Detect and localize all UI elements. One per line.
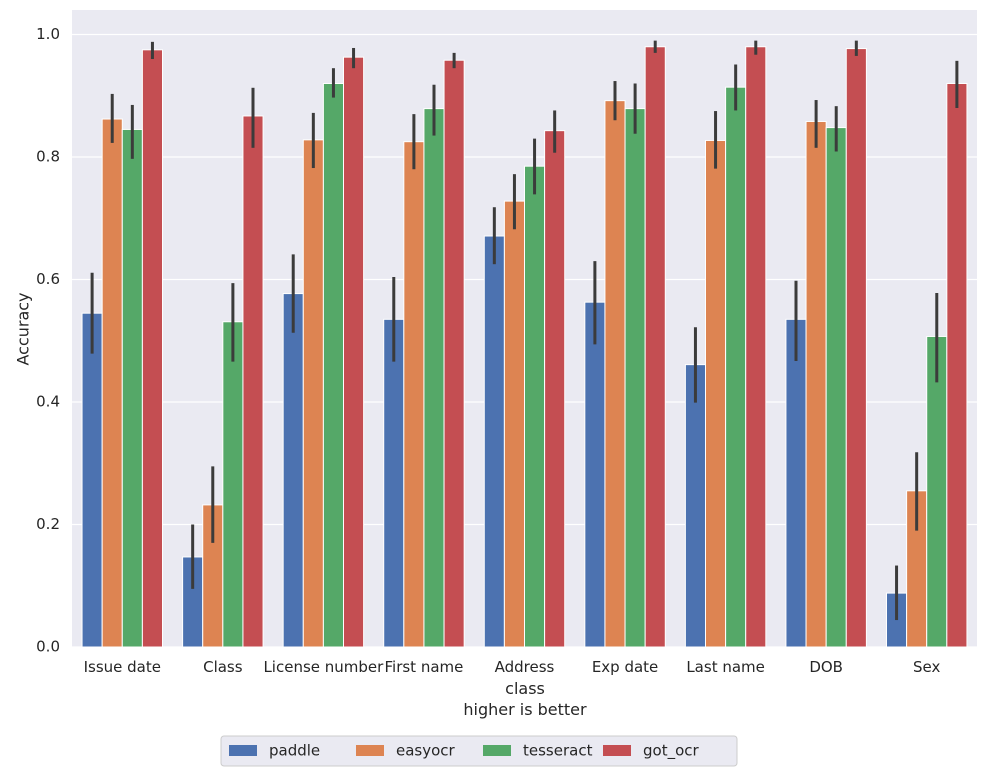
bar-paddle <box>684 364 707 648</box>
legend-label-easyocr: easyocr <box>396 742 456 760</box>
x-tick-label: Address <box>495 658 555 676</box>
x-tick-labels: Issue date Class License number First name A… <box>84 658 941 676</box>
bar-got_ocr <box>845 48 867 648</box>
x-tick-label: Class <box>203 658 243 676</box>
bar-tesseract <box>624 108 646 648</box>
bar-tesseract <box>524 165 546 648</box>
bar-paddle <box>81 312 103 648</box>
bar-easyocr <box>101 118 123 648</box>
bar-tesseract <box>926 335 948 648</box>
x-tick-label: First name <box>385 658 464 676</box>
bar-tesseract <box>725 86 747 648</box>
bar-got_ocr <box>644 46 666 648</box>
legend: paddle easyocr tesseract got_ocr <box>220 735 738 767</box>
bar-got_ocr <box>343 56 365 648</box>
legend-swatch-easyocr <box>356 745 384 756</box>
legend-swatch-got_ocr <box>603 745 631 756</box>
errorbar-layer <box>90 40 959 621</box>
bar-tesseract <box>825 127 847 648</box>
bar-paddle <box>383 318 405 648</box>
bar-easyocr <box>805 120 827 648</box>
x-axis-sublabel: higher is better <box>463 700 587 719</box>
bar-easyocr <box>705 139 727 648</box>
bar-tesseract <box>423 108 445 648</box>
bar-layer <box>81 46 968 648</box>
legend-frame <box>220 735 738 767</box>
y-tick-label: 0.4 <box>36 393 60 411</box>
bar-easyocr <box>503 200 525 648</box>
y-tick-labels: 0.0 0.2 0.4 0.6 0.8 1.0 <box>36 25 60 656</box>
bar-paddle <box>584 301 606 648</box>
bar-got_ocr <box>745 46 767 648</box>
x-tick-label: License number <box>263 658 384 676</box>
x-axis-label: class <box>505 679 545 698</box>
legend-label-paddle: paddle <box>269 742 320 760</box>
y-tick-label: 0.8 <box>36 148 60 166</box>
x-tick-label: Last name <box>686 658 765 676</box>
y-tick-label: 0.2 <box>36 515 60 533</box>
bar-tesseract <box>322 83 344 648</box>
bar-got_ocr <box>544 130 566 648</box>
y-tick-label: 0.0 <box>36 638 60 656</box>
y-tick-label: 0.6 <box>36 270 60 288</box>
bar-got_ocr <box>242 115 264 648</box>
legend-label-tesseract: tesseract <box>523 742 593 760</box>
bar-tesseract <box>121 128 143 648</box>
bar-paddle <box>483 235 505 648</box>
legend-label-got_ocr: got_ocr <box>643 742 700 761</box>
legend-swatch-tesseract <box>483 745 511 756</box>
bar-got_ocr <box>443 59 465 648</box>
bar-paddle <box>282 293 304 648</box>
y-tick-label: 1.0 <box>36 25 60 43</box>
bar-got_ocr <box>946 83 968 648</box>
x-tick-label: Exp date <box>592 658 658 676</box>
bar-paddle <box>785 318 807 648</box>
bar-easyocr <box>403 141 425 648</box>
x-tick-label: DOB <box>809 658 843 676</box>
bar-got_ocr <box>141 49 163 648</box>
y-axis-label: Accuracy <box>14 292 33 365</box>
x-tick-label: Sex <box>913 658 940 676</box>
x-tick-label: Issue date <box>84 658 161 676</box>
legend-swatch-paddle <box>229 745 257 756</box>
bar-easyocr <box>302 139 324 648</box>
bar-easyocr <box>604 100 626 648</box>
bar-tesseract <box>222 321 244 648</box>
